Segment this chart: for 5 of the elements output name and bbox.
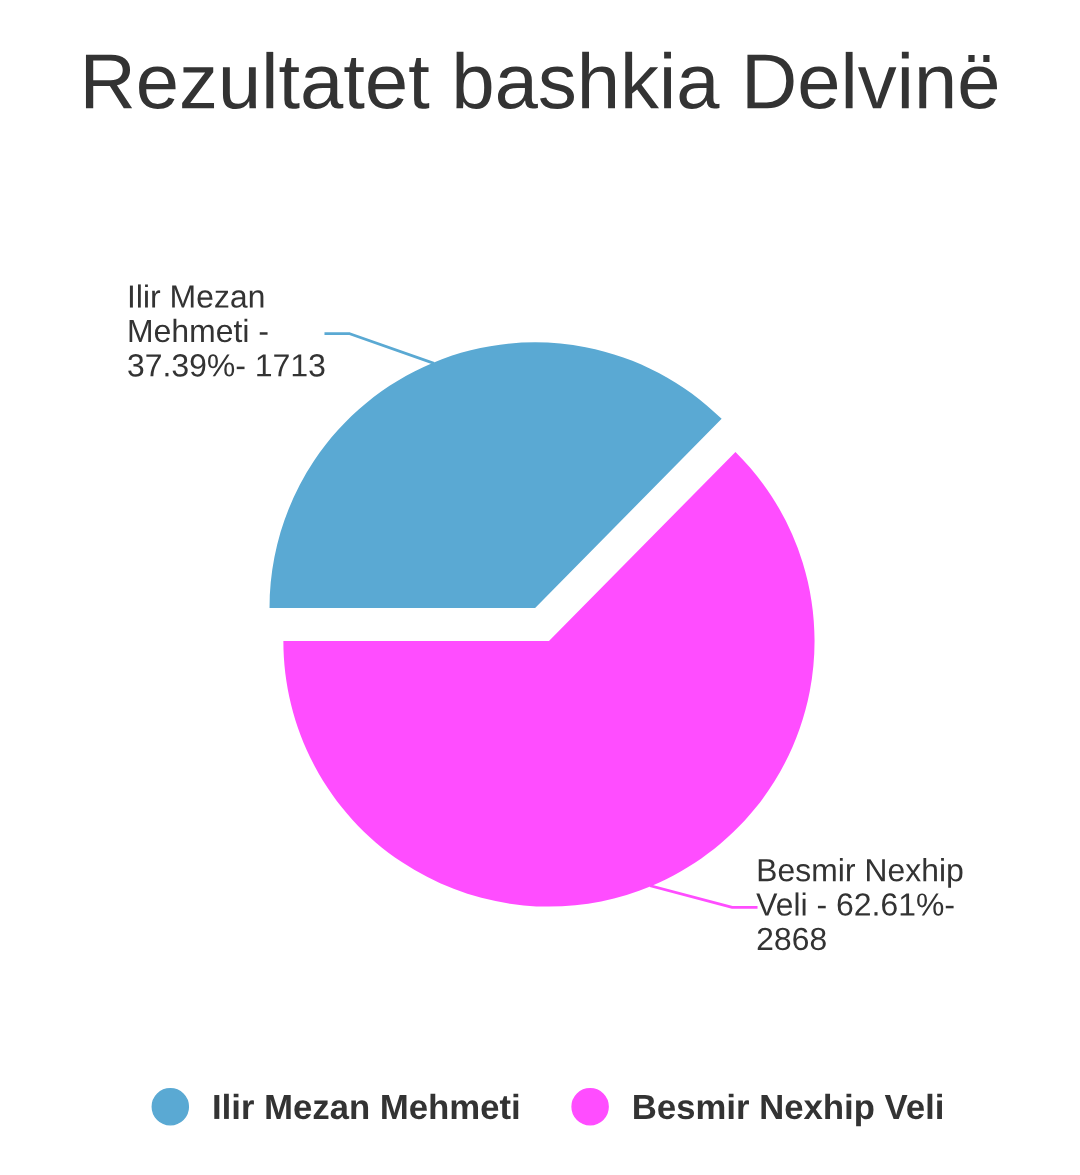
legend-label: Ilir Mezan Mehmeti bbox=[214, 1093, 519, 1120]
chart-title: Rezultatet bashkia Delvinë bbox=[85, 51, 998, 109]
legend-label: Besmir Nexhip Veli bbox=[634, 1093, 942, 1127]
text: Besmir Nexhip Veli - 62.61%- 2868 bbox=[756, 858, 963, 951]
text: Ilir Mezan Mehmeti - 37.39%- 1713 bbox=[128, 284, 325, 377]
